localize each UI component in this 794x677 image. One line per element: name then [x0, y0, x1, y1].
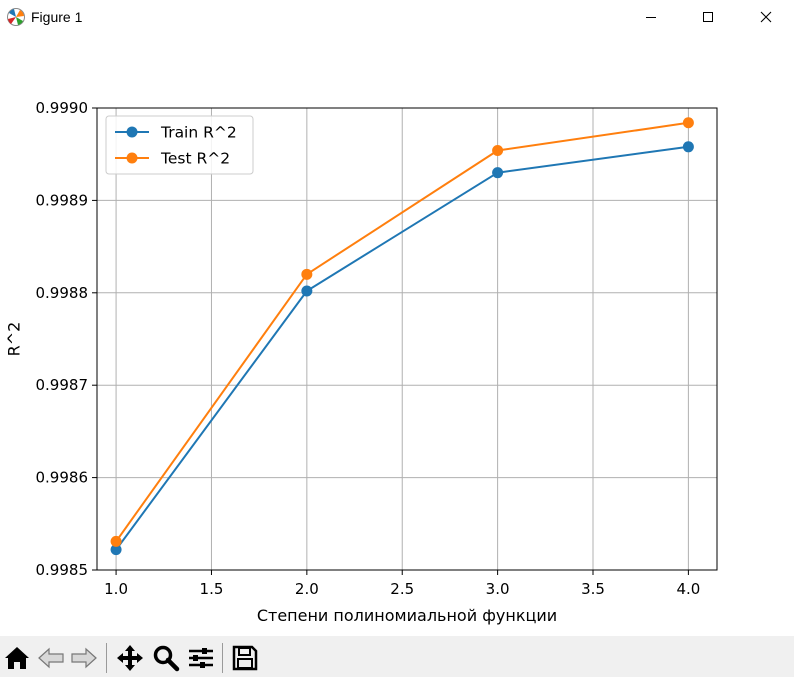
toolbar-separator — [106, 643, 107, 673]
data-point — [492, 167, 504, 179]
line-chart: 1.0 1.5 2.0 2.5 3.0 3.5 4.0 0.9985 0.9986 0.9987 0… — [5, 99, 718, 625]
toolbar-separator — [222, 643, 223, 673]
magnifier-icon — [153, 645, 180, 672]
figure-canvas[interactable]: 1.0 1.5 2.0 2.5 3.0 3.5 4.0 0.9985 0.9986 0.9987 0… — [0, 36, 794, 636]
navigation-toolbar — [0, 636, 794, 677]
pan-button[interactable] — [116, 644, 144, 672]
grid-lines — [97, 107, 717, 571]
legend: Train R^2 Test R^2 — [105, 115, 254, 175]
close-icon — [760, 11, 772, 23]
data-point — [110, 544, 122, 556]
sliders-icon — [189, 648, 213, 668]
x-axis-label: Степени полиномиальной функции — [257, 606, 557, 625]
series-line — [115, 145, 689, 551]
configure-subplots-button[interactable] — [187, 644, 215, 672]
x-tick-label: 1.0 — [104, 580, 128, 598]
matplotlib-logo-icon — [6, 7, 26, 27]
maximize-button[interactable] — [685, 0, 731, 34]
legend-box — [105, 115, 254, 175]
maximize-icon — [703, 12, 713, 22]
x-tick-label: 4.0 — [676, 580, 700, 598]
close-button[interactable] — [743, 0, 789, 34]
window-title: Figure 1 — [31, 9, 83, 25]
back-arrow-icon — [38, 647, 64, 669]
data-point — [110, 535, 122, 547]
legend-label: Test R^2 — [160, 150, 230, 168]
floppy-disk-icon — [232, 645, 258, 671]
legend-label: Train R^2 — [160, 124, 237, 142]
minimize-button[interactable] — [628, 0, 674, 34]
axis-ticks: 1.0 1.5 2.0 2.5 3.0 3.5 4.0 0.9985 0.9986 0.9987 0… — [36, 99, 701, 598]
x-tick-label: 2.0 — [295, 580, 319, 598]
x-tick-label: 3.5 — [581, 580, 605, 598]
back-button[interactable] — [37, 644, 65, 672]
home-icon — [5, 647, 29, 669]
title-bar: Figure 1 — [0, 0, 794, 36]
data-point — [301, 285, 313, 297]
forward-button[interactable] — [70, 644, 98, 672]
series-lines — [110, 117, 694, 556]
y-tick-label: 0.9985 — [36, 561, 89, 579]
zoom-button[interactable] — [152, 644, 180, 672]
legend-marker — [126, 152, 138, 164]
y-tick-label: 0.9986 — [36, 469, 89, 487]
series-line — [115, 121, 689, 542]
move-arrows-icon — [117, 645, 143, 671]
forward-arrow-icon — [71, 647, 97, 669]
data-point — [682, 141, 694, 153]
data-point — [301, 268, 313, 280]
y-axis-label: R^2 — [5, 322, 24, 357]
data-point — [492, 145, 504, 157]
save-button[interactable] — [231, 644, 259, 672]
minimize-icon — [646, 17, 656, 18]
legend-marker — [126, 126, 138, 138]
x-tick-label: 3.0 — [486, 580, 510, 598]
data-point — [682, 117, 694, 129]
y-tick-label: 0.9989 — [36, 191, 89, 209]
y-tick-label: 0.9988 — [36, 284, 89, 302]
y-tick-label: 0.9987 — [36, 376, 89, 394]
plot-frame — [96, 107, 718, 571]
x-tick-label: 2.5 — [390, 580, 414, 598]
home-button[interactable] — [3, 644, 31, 672]
x-tick-label: 1.5 — [200, 580, 224, 598]
y-tick-label: 0.9990 — [36, 99, 89, 117]
